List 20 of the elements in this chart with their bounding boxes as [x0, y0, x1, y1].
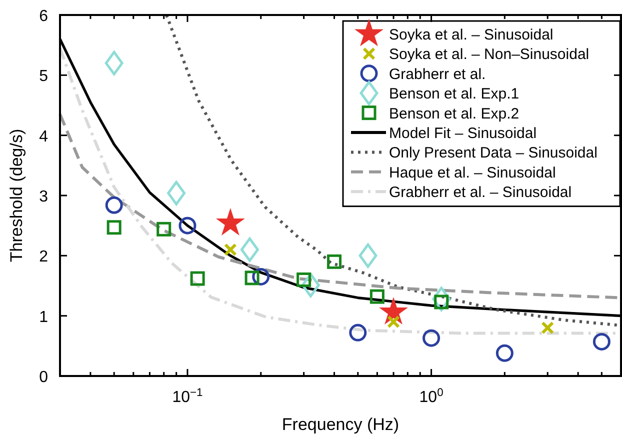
legend-label: Benson et al. Exp.1 — [389, 86, 520, 103]
legend-label: Soyka et al. – Non–Sinusoidal — [389, 46, 590, 64]
legend-label: Haque et al. – Sinusoidal — [389, 164, 556, 182]
x-tick-label: 10$^{−1}$ — [172, 387, 203, 406]
y-tick-label: 2 — [39, 248, 48, 266]
legend-label: Model Fit – Sinusoidal — [389, 125, 537, 142]
y-tick-label: 1 — [39, 308, 48, 326]
y-tick-label: 6 — [39, 8, 48, 25]
legend-label: Benson et al. Exp.2 — [389, 105, 520, 122]
x-axis-title: Frequency (Hz) — [282, 415, 400, 434]
y-tick-label: 5 — [39, 68, 48, 86]
legend-label: Soyka et al. – Sinusoidal — [389, 26, 554, 44]
legend-label: Grabherr et al. — [389, 66, 486, 83]
legend-label: Only Present Data – Sinusoidal — [389, 144, 598, 162]
y-tick-label: 0 — [39, 369, 48, 386]
y-tick-label: 3 — [39, 188, 48, 206]
x-tick-label: 10$^{0}$ — [419, 387, 444, 406]
y-tick-label: 4 — [39, 128, 48, 146]
y-axis-title: Threshold (deg/s) — [7, 128, 26, 262]
legend-label: Grabherr et al. – Sinusoidal — [389, 184, 572, 202]
